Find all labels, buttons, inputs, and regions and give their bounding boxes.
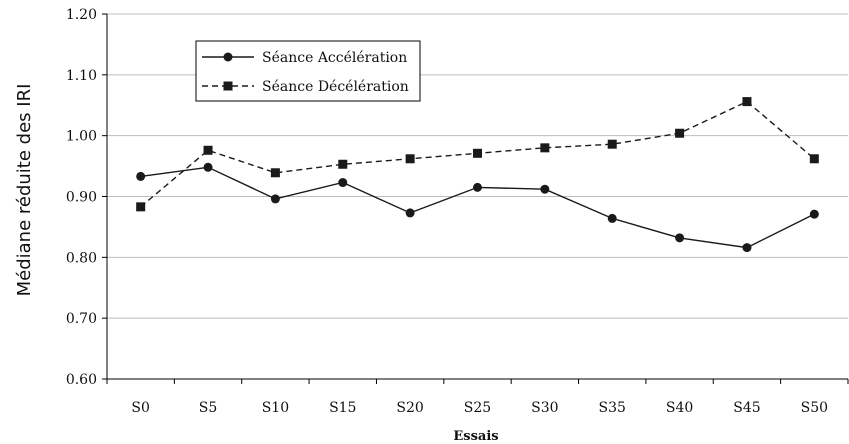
series-2 [136, 97, 819, 212]
data-point [675, 233, 685, 243]
axes [102, 13, 849, 384]
y-tick-labels: 0.60 0.70 0.80 0.90 1.00 1.10 1.20 [66, 7, 97, 388]
data-point [270, 168, 280, 178]
y-tick-label: 0.70 [66, 311, 97, 327]
x-tick-label: S40 [666, 400, 693, 416]
x-tick-label: S50 [801, 400, 828, 416]
data-point [675, 128, 685, 138]
data-point [136, 171, 146, 181]
y-axis-title: Médiane réduite des IRI [14, 84, 35, 297]
x-tick-label: S35 [599, 400, 626, 416]
data-point [607, 213, 617, 223]
data-point [473, 148, 482, 158]
data-point [540, 184, 550, 194]
data-point [607, 139, 617, 149]
x-tick-label: S45 [733, 400, 760, 416]
y-tick-label: 1.00 [66, 129, 97, 145]
data-point [405, 154, 415, 164]
y-tick-label: 0.60 [66, 372, 97, 388]
data-point [338, 178, 348, 188]
data-point [473, 182, 482, 192]
legend: Séance Accélération Séance Décélération [195, 40, 421, 102]
data-point [809, 209, 819, 219]
legend-marker [223, 52, 233, 62]
y-tick-label: 1.20 [66, 7, 97, 23]
data-point [338, 159, 348, 169]
data-point [203, 145, 213, 155]
data-point [809, 154, 819, 164]
series-line [140, 166, 815, 249]
legend-label: Séance Accélération [262, 50, 407, 66]
legend-label: Séance Décélération [262, 79, 409, 95]
y-tick-label: 0.90 [66, 190, 97, 206]
legend-marker [223, 81, 233, 91]
legend-box [195, 40, 421, 102]
x-tick-label: S20 [396, 400, 423, 416]
series-1 [136, 162, 819, 253]
x-tick-label: S10 [262, 400, 289, 416]
x-tick-label: S25 [464, 400, 491, 416]
y-tick-label: 0.80 [66, 250, 97, 266]
x-tick-label: S5 [199, 400, 218, 416]
x-tick-label: S15 [329, 400, 356, 416]
series-group [136, 97, 819, 253]
data-point [136, 202, 146, 212]
data-point [203, 162, 213, 172]
y-tick-label: 1.10 [66, 68, 97, 84]
x-axis-title: Essais [453, 429, 498, 444]
data-point [742, 243, 752, 253]
x-tick-label: S30 [531, 400, 558, 416]
data-point [540, 143, 550, 153]
data-point [405, 208, 415, 218]
data-point [270, 194, 280, 204]
x-tick-label: S0 [131, 400, 150, 416]
data-point [742, 97, 752, 107]
x-tick-labels: S0 S5 S10 S15 S20 S25 S30 S35 S40 S45 S50 [131, 400, 828, 416]
